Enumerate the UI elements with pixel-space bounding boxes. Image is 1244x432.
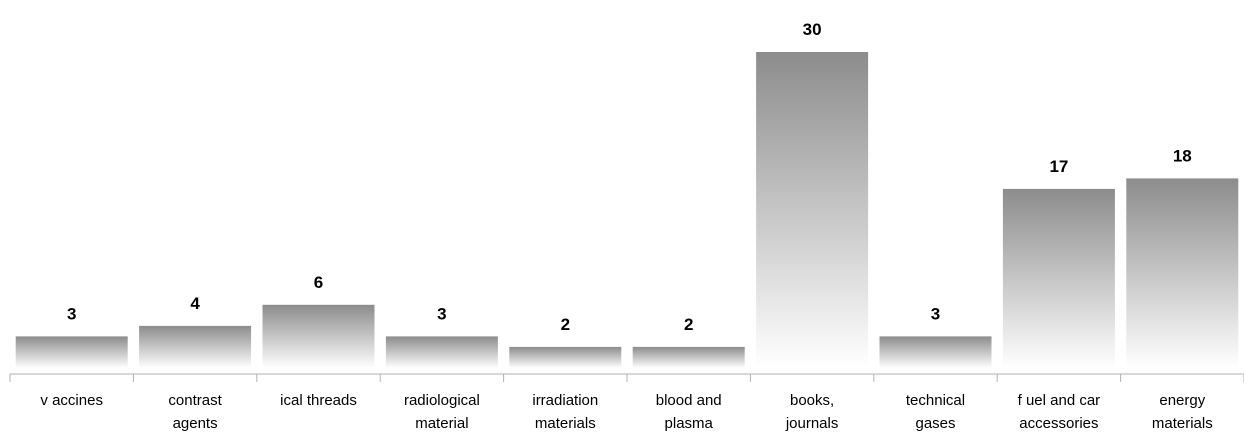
bar [262,304,375,368]
bar [879,336,992,368]
bar [139,325,252,368]
bar-value-label: 3 [931,304,940,323]
x-tick-label: technical gases [906,392,965,432]
x-tick-label: books, journals [785,392,839,432]
bar-value-label: 2 [684,315,693,334]
bar-value-label: 30 [803,20,822,39]
x-tick-label: ical threads [280,392,357,409]
x-tick-label: radiological material [404,392,480,432]
x-tick-label: f uel and car accessories [1018,392,1101,432]
bar-value-label: 2 [561,315,570,334]
bar [1002,188,1115,368]
bar-value-label: 3 [437,304,446,323]
bar [385,336,498,368]
x-axis [9,373,1244,382]
bar-value-label: 4 [190,294,200,313]
value-labels-group: 3 4 6 3 2 2 30 3 17 18 [67,20,1192,334]
x-tick-label: contrast agents [168,392,222,432]
bar [509,346,622,368]
x-tick-label: v accines [40,392,103,409]
bar [15,336,128,368]
bar-value-label: 18 [1173,146,1192,165]
bars-group [15,52,1239,368]
bar-value-label: 17 [1049,157,1068,176]
x-tick-labels-group: v accines contrast agents ical threads radio… [40,392,1212,432]
bar-value-label: 3 [67,304,76,323]
x-tick-label: energy materials [1152,392,1213,432]
bar-value-label: 6 [314,273,323,292]
bar [632,346,745,368]
x-tick-label: blood and plasma [656,392,722,432]
bar [756,52,869,368]
x-tick-label: irradiation materials [532,392,598,432]
bar [1126,178,1239,368]
